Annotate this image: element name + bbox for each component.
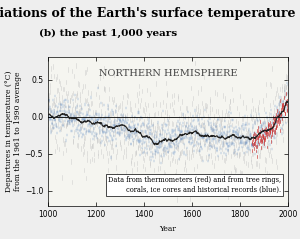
Text: Data from thermometers (red) and from tree rings,
corals, ice cores and historic: Data from thermometers (red) and from tr…	[108, 176, 281, 194]
Text: NORTHERN HEMISPHERE: NORTHERN HEMISPHERE	[99, 69, 237, 78]
X-axis label: Year: Year	[160, 225, 176, 233]
Y-axis label: Departures in temperature (°C)
from the 1961 to 1990 average: Departures in temperature (°C) from the …	[5, 71, 22, 192]
Text: (b) the past 1,000 years: (b) the past 1,000 years	[39, 29, 177, 38]
Text: Variations of the Earth's surface temperature for:: Variations of the Earth's surface temper…	[0, 7, 300, 20]
